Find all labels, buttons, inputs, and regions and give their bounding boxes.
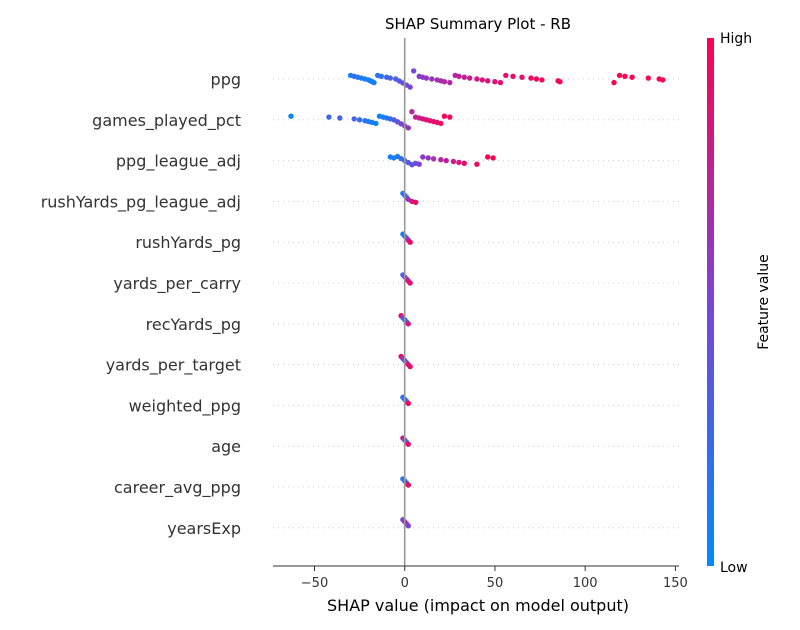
shap-point [456, 73, 462, 80]
shap-point [539, 77, 545, 83]
shap-point [447, 114, 453, 120]
feature-label: rushYards_pg_league_adj [41, 192, 241, 212]
shap-point [351, 116, 357, 122]
x-tick-label: 100 [573, 576, 598, 591]
feature-label: weighted_ppg [129, 396, 241, 416]
shap-point [533, 76, 540, 82]
shap-point [407, 280, 413, 286]
shap-point [441, 79, 448, 85]
shap-point [485, 154, 491, 160]
shap-point [409, 109, 415, 115]
shap-point [443, 157, 449, 164]
shap-point [616, 72, 623, 79]
colorbar-low-label: Low [720, 560, 748, 576]
shap-point [405, 400, 411, 407]
shap-point [645, 75, 651, 81]
x-tick-label: −50 [301, 576, 328, 591]
shap-point [510, 73, 516, 80]
shap-point [405, 441, 411, 447]
feature-label: ppg_league_adj [116, 152, 241, 172]
shap-point [405, 125, 411, 131]
shap-point [430, 156, 437, 162]
colorbar-high-label: High [720, 31, 752, 47]
shap-point [438, 157, 444, 163]
shap-point [425, 155, 431, 161]
shap-point [456, 159, 462, 166]
shap-point [519, 74, 525, 80]
shap-point [485, 78, 491, 84]
shap-point [474, 76, 480, 82]
shap-point [429, 76, 435, 82]
shap-point [405, 321, 411, 327]
shap-point [411, 68, 417, 74]
shap-point [407, 84, 413, 90]
x-tick-label: 50 [487, 576, 504, 591]
shap-point [447, 79, 453, 86]
colorbar-title: Feature value [756, 254, 772, 350]
shap-point [412, 199, 419, 205]
shap-point [528, 75, 534, 81]
shap-point [423, 75, 430, 81]
shap-point [450, 158, 457, 165]
shap-point [337, 115, 343, 121]
shap-point [629, 74, 635, 80]
shap-point [356, 117, 363, 123]
x-tick-label: 150 [663, 576, 688, 591]
shap-point [407, 363, 413, 370]
shap-point [416, 161, 422, 167]
shap-point [407, 239, 413, 245]
shap-point [387, 75, 393, 81]
x-tick-label: 0 [401, 576, 409, 591]
feature-label: yearsExp [167, 519, 241, 538]
x-axis-ticks: −50 0 50 100 150 [301, 566, 688, 591]
colorbar [707, 38, 714, 566]
shap-point [611, 79, 617, 86]
feature-label: games_played_pct [92, 111, 241, 131]
feature-label: ppg [211, 70, 241, 89]
shap-point [378, 73, 384, 80]
shap-point [492, 79, 498, 85]
shap-point [441, 113, 448, 119]
shap-point [405, 523, 411, 529]
shap-point [420, 154, 426, 160]
feature-label: rushYards_pg [135, 233, 241, 253]
shap-point [497, 79, 504, 86]
shap-point [371, 79, 377, 86]
feature-rows: ppg games_played_pct ppg_league_adj rushYar… [41, 70, 679, 538]
shap-point [373, 120, 379, 127]
shap-point [474, 161, 480, 167]
shap-point [503, 72, 509, 79]
feature-label: yards_per_carry [113, 274, 241, 294]
shap-point [438, 120, 444, 127]
shap-point [660, 77, 666, 83]
feature-label: career_avg_ppg [114, 478, 241, 498]
feature-label: recYards_pg [146, 315, 241, 335]
shap-point [326, 114, 332, 120]
data-points [288, 68, 666, 529]
shap-point [288, 113, 294, 119]
shap-point [461, 74, 467, 80]
shap-point [622, 73, 628, 80]
shap-point [490, 155, 496, 161]
feature-label: age [211, 437, 241, 456]
chart-title: SHAP Summary Plot - RB [385, 15, 571, 33]
shap-point [557, 79, 563, 85]
shap-point [479, 77, 485, 83]
feature-label: yards_per_target [106, 356, 241, 376]
shap-point [461, 160, 467, 166]
shap-point [467, 75, 473, 81]
shap-point [405, 482, 411, 488]
x-axis-title: SHAP value (impact on model output) [327, 596, 629, 615]
